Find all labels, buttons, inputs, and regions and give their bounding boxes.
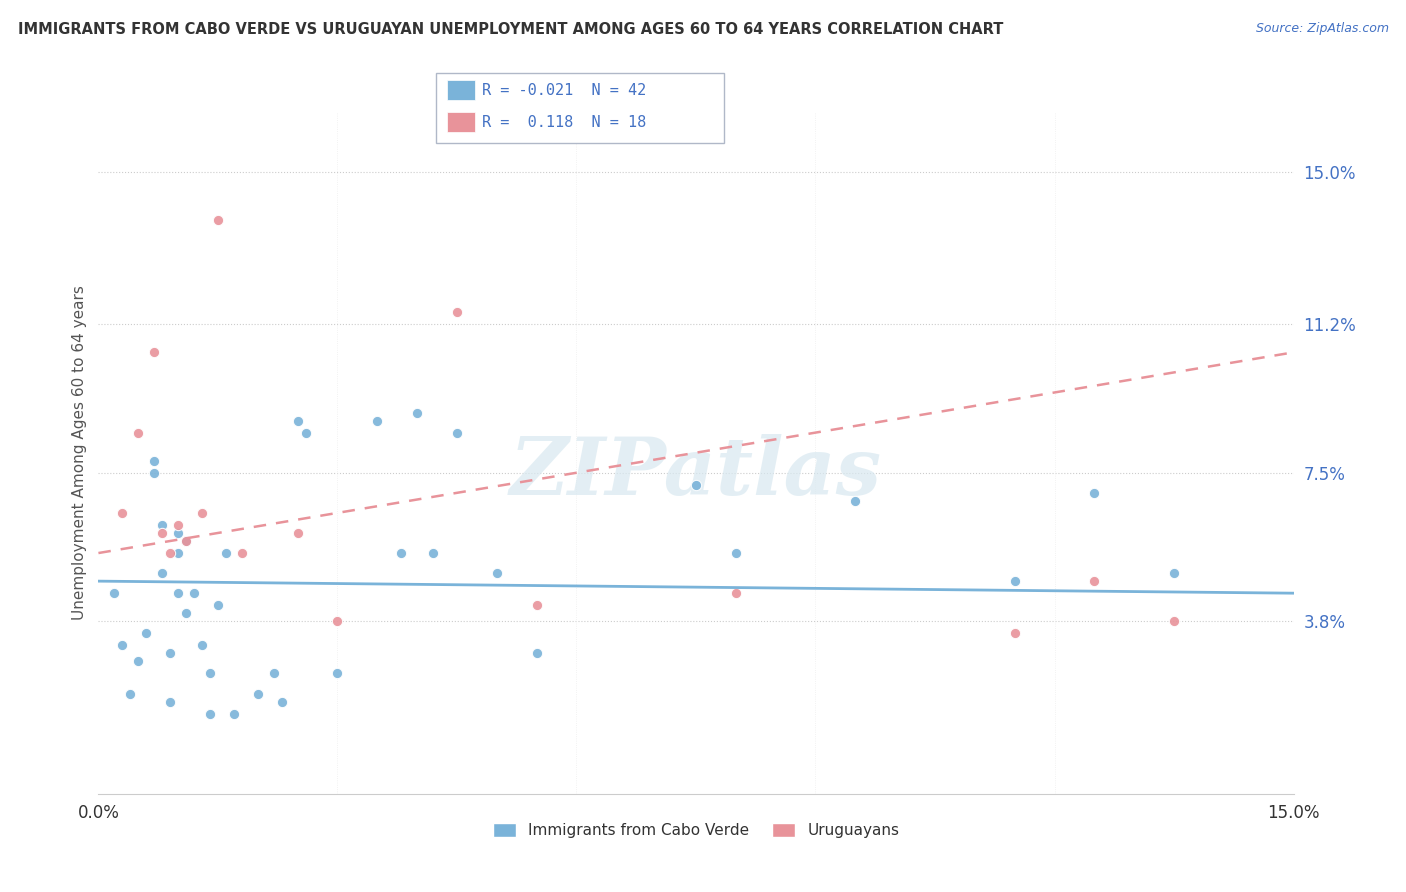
Point — [127, 425, 149, 440]
Point — [526, 646, 548, 660]
Point — [1004, 574, 1026, 589]
Point — [167, 526, 190, 541]
Point — [422, 546, 444, 560]
Point — [143, 466, 166, 480]
Point — [246, 687, 269, 701]
Point — [294, 425, 316, 440]
Legend: Immigrants from Cabo Verde, Uruguayans: Immigrants from Cabo Verde, Uruguayans — [486, 817, 905, 844]
Text: Source: ZipAtlas.com: Source: ZipAtlas.com — [1256, 22, 1389, 36]
Point — [231, 546, 253, 560]
Point — [159, 646, 181, 660]
Point — [724, 586, 747, 600]
Point — [191, 506, 214, 520]
Point — [143, 453, 166, 467]
Point — [287, 526, 309, 541]
Point — [159, 694, 181, 708]
Point — [150, 526, 173, 541]
Point — [167, 517, 190, 532]
Point — [198, 706, 221, 721]
Point — [844, 494, 866, 508]
Point — [222, 706, 245, 721]
Point — [389, 546, 412, 560]
Point — [167, 586, 190, 600]
Point — [326, 666, 349, 681]
Point — [1163, 614, 1185, 628]
Point — [1004, 626, 1026, 640]
Point — [111, 639, 134, 653]
Point — [174, 533, 197, 548]
Point — [1083, 485, 1105, 500]
Point — [446, 425, 468, 440]
Point — [263, 666, 285, 681]
Text: IMMIGRANTS FROM CABO VERDE VS URUGUAYAN UNEMPLOYMENT AMONG AGES 60 TO 64 YEARS C: IMMIGRANTS FROM CABO VERDE VS URUGUAYAN … — [18, 22, 1004, 37]
Point — [270, 694, 292, 708]
Point — [167, 546, 190, 560]
Point — [191, 639, 214, 653]
Point — [446, 305, 468, 319]
Point — [406, 405, 429, 420]
Point — [143, 345, 166, 359]
Point — [287, 414, 309, 428]
Point — [159, 546, 181, 560]
Point — [111, 506, 134, 520]
Point — [1083, 574, 1105, 589]
Point — [207, 598, 229, 612]
Point — [1163, 566, 1185, 581]
Point — [150, 566, 173, 581]
Point — [215, 546, 238, 560]
Point — [135, 626, 157, 640]
Point — [326, 614, 349, 628]
Point — [207, 212, 229, 227]
Point — [685, 478, 707, 492]
Point — [127, 655, 149, 669]
Point — [485, 566, 508, 581]
Point — [103, 586, 125, 600]
Point — [724, 546, 747, 560]
Point — [174, 533, 197, 548]
Y-axis label: Unemployment Among Ages 60 to 64 years: Unemployment Among Ages 60 to 64 years — [72, 285, 87, 620]
Point — [120, 687, 142, 701]
Point — [366, 414, 388, 428]
Text: R =  0.118  N = 18: R = 0.118 N = 18 — [482, 115, 647, 129]
Point — [183, 586, 205, 600]
Point — [150, 517, 173, 532]
Text: R = -0.021  N = 42: R = -0.021 N = 42 — [482, 83, 647, 97]
Point — [526, 598, 548, 612]
Point — [198, 666, 221, 681]
Text: ZIPatlas: ZIPatlas — [510, 434, 882, 512]
Point — [174, 607, 197, 621]
